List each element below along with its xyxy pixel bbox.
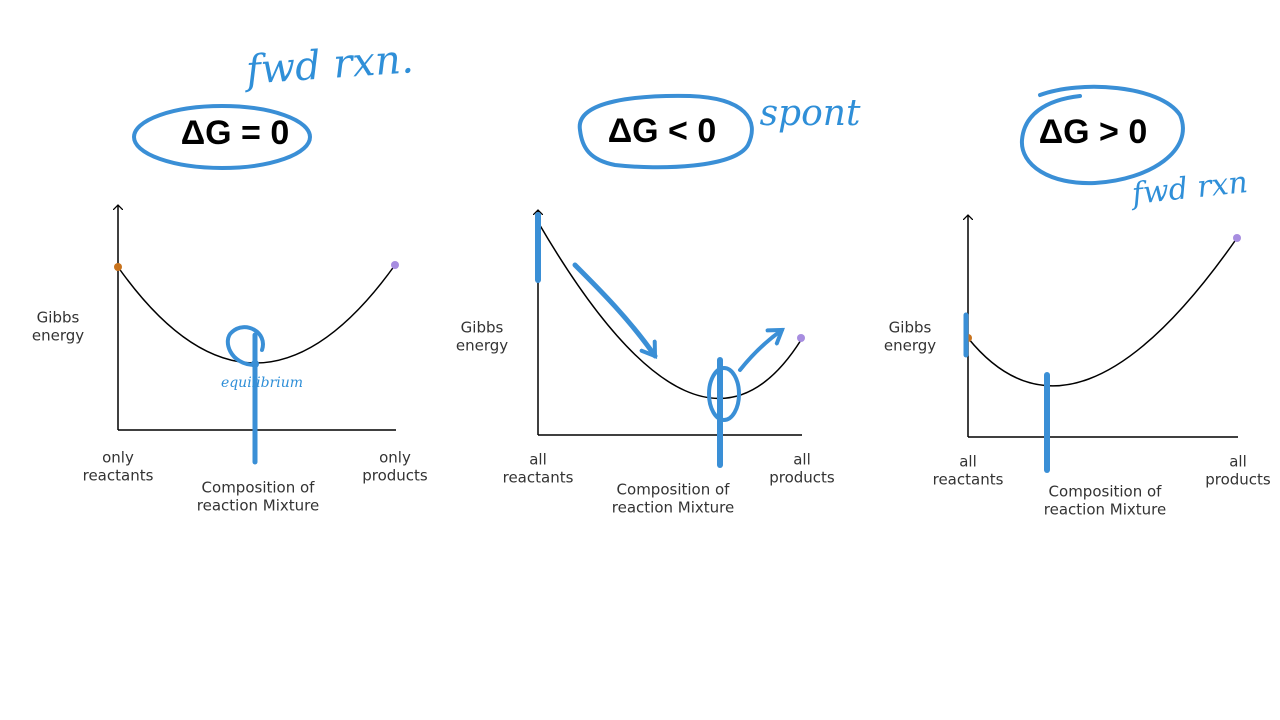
annotation: fwd rxn.	[242, 36, 415, 94]
panel-title: ΔG < 0	[608, 112, 717, 150]
panel	[964, 84, 1241, 473]
x-label: Composition of	[1049, 483, 1163, 501]
product-dot	[797, 334, 805, 342]
energy-curve	[967, 237, 1238, 387]
ink-arrow	[572, 262, 658, 359]
x-right: only	[379, 449, 411, 467]
x-label: reaction Mixture	[1044, 501, 1166, 519]
ink-loop	[225, 325, 265, 367]
y-label: energy	[32, 327, 84, 345]
annotation: spont	[760, 93, 861, 134]
x-left: reactants	[503, 469, 574, 487]
panel	[114, 104, 399, 465]
annotation: equilibrium	[221, 375, 303, 391]
x-right: all	[1229, 453, 1247, 471]
x-left: only	[102, 449, 134, 467]
title-circle	[577, 93, 754, 170]
x-label: reaction Mixture	[197, 497, 319, 515]
y-label: energy	[456, 337, 508, 355]
panel-title: ΔG > 0	[1039, 113, 1148, 151]
ink-arrow	[738, 327, 785, 372]
title-circle	[1019, 84, 1185, 186]
panel-title: ΔG = 0	[181, 114, 290, 152]
ink-loop	[707, 366, 741, 422]
x-left: reactants	[933, 471, 1004, 489]
x-label: Composition of	[202, 479, 316, 497]
product-dot	[1233, 234, 1241, 242]
x-right: products	[362, 467, 428, 485]
x-left: all	[959, 453, 977, 471]
x-right: all	[793, 451, 811, 469]
title-circle	[132, 104, 312, 170]
y-label: Gibbs	[889, 319, 932, 337]
y-label: Gibbs	[37, 309, 80, 327]
y-label: energy	[884, 337, 936, 355]
x-right: products	[769, 469, 835, 487]
product-dot	[391, 261, 399, 269]
x-label: reaction Mixture	[612, 499, 734, 517]
x-label: Composition of	[617, 481, 731, 499]
reactant-dot	[114, 263, 122, 271]
x-left: all	[529, 451, 547, 469]
y-label: Gibbs	[461, 319, 504, 337]
x-left: reactants	[83, 467, 154, 485]
x-right: products	[1205, 471, 1271, 489]
panel	[537, 93, 805, 468]
energy-curve	[537, 221, 802, 400]
